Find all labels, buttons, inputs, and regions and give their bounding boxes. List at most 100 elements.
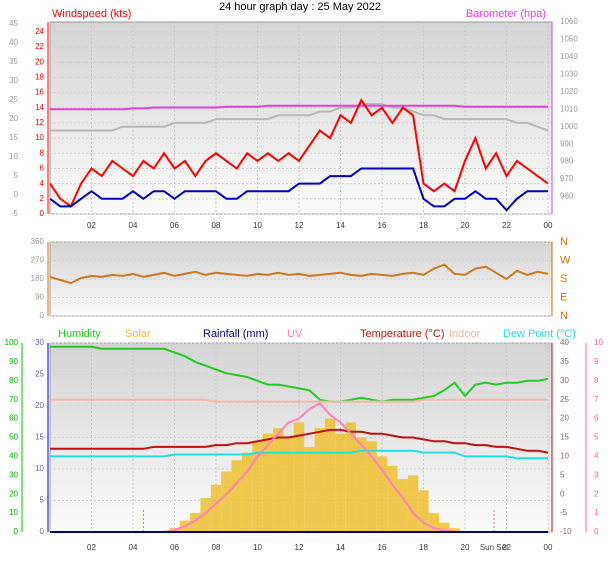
y4-tick-label: 5 [594, 433, 599, 442]
y2-tick-label: -10 [560, 527, 572, 536]
y3-tick-label: 5 [14, 171, 19, 180]
solar-bar [210, 484, 222, 532]
x-tick-label: 00 [544, 221, 553, 230]
y2-tick-label: 35 [560, 357, 569, 366]
x-tick-label: 08 [212, 221, 221, 230]
y3-tick-label: 60 [9, 414, 18, 423]
y-tick-label: 180 [31, 274, 45, 283]
y2-tick-label: 1040 [560, 52, 578, 61]
y2-tick-label: 1000 [560, 122, 578, 131]
y2-tick-label: N [560, 236, 568, 248]
x-tick-label: 06 [170, 543, 179, 552]
y-tick-label: 0 [40, 311, 45, 320]
y2-tick-label: 15 [560, 433, 569, 442]
legend-entry: Rainfall (mm) [203, 328, 268, 340]
solar-bar [262, 433, 274, 532]
y4-tick-label: 10 [594, 338, 603, 347]
legend-entry: Indoor [449, 328, 481, 340]
y3-tick-label: 15 [9, 133, 18, 142]
y2-tick-label: 10 [560, 452, 569, 461]
x-tick-label: 18 [419, 543, 428, 552]
x-tick-label: 20 [461, 543, 470, 552]
solar-bar [356, 437, 367, 532]
solar-bar [273, 428, 284, 532]
y3-tick-label: 80 [9, 376, 18, 385]
y-tick-label: 20 [35, 401, 44, 410]
y-tick-label: 270 [31, 256, 45, 265]
x-tick-label: 04 [129, 221, 138, 230]
y4-tick-label: 0 [594, 527, 599, 536]
series-line [50, 428, 549, 454]
y3-tick-label: -5 [11, 209, 19, 218]
x-tick-label: 00 [544, 543, 553, 552]
solar-bar [304, 446, 315, 532]
y4-tick-label: 8 [594, 376, 599, 385]
x-tick-label: 14 [336, 221, 345, 230]
solar-bar [428, 513, 440, 532]
series-line [50, 345, 549, 403]
y-tick-label: 2 [40, 194, 45, 203]
y4-tick-label: 3 [594, 470, 599, 479]
y2-tick-label: 40 [560, 338, 569, 347]
series-line [49, 98, 549, 208]
y-tick-label: 10 [35, 133, 44, 142]
x-tick-label: 16 [378, 221, 387, 230]
y-tick-label: 4 [40, 179, 45, 188]
x-tick-label: 20 [461, 221, 470, 230]
legend-entry: UV [287, 328, 303, 340]
solar-bar [252, 441, 263, 532]
x-tick-label: 18 [419, 221, 428, 230]
y3-tick-label: 20 [9, 489, 18, 498]
solar-bar [418, 490, 429, 532]
y4-tick-label: 4 [594, 452, 599, 461]
y2-tick-label: 1020 [560, 87, 578, 96]
x-tick-label: 02 [87, 543, 96, 552]
y3-tick-label: 45 [9, 19, 18, 28]
y-tick-label: 90 [35, 293, 44, 302]
y3-tick-label: 10 [9, 152, 18, 161]
y-tick-label: 18 [35, 73, 44, 82]
annotation: Sun Set [480, 543, 509, 552]
chart-title: 24 hour graph day : 25 May 2022 [219, 1, 381, 13]
y-tick-label: 24 [35, 27, 44, 36]
y2-tick-label: 1050 [560, 35, 578, 44]
y-tick-label: 30 [35, 338, 44, 347]
solar-bar [376, 456, 388, 532]
x-tick-label: 10 [253, 221, 262, 230]
y2-tick-label: W [560, 254, 571, 266]
y2-tick-label: 1010 [560, 104, 578, 113]
y-tick-label: 16 [35, 88, 44, 97]
legend-entry: Temperature (°C) [360, 328, 444, 340]
y3-tick-label: 25 [9, 95, 18, 104]
x-tick-label: 02 [87, 221, 96, 230]
x-tick-label: 04 [129, 543, 138, 552]
y2-tick-label: 1030 [560, 69, 578, 78]
y2-tick-label: E [560, 291, 567, 303]
y-tick-label: 15 [35, 433, 44, 442]
solar-bar [366, 441, 377, 532]
x-tick-label: 22 [502, 543, 511, 552]
solar-bar [439, 522, 450, 532]
y2-tick-label: S [560, 273, 567, 285]
y-tick-label: 360 [31, 237, 45, 246]
solar-bar [407, 475, 419, 532]
y-tick-label: 0 [40, 527, 45, 536]
y4-tick-label: 6 [594, 414, 599, 423]
y3-tick-label: 50 [9, 433, 18, 442]
y3-tick-label: 100 [5, 338, 19, 347]
y-tick-label: 12 [35, 118, 44, 127]
solar-bar [293, 422, 305, 532]
y2-tick-label: 0 [560, 489, 565, 498]
y3-tick-label: 10 [9, 508, 18, 517]
y3-tick-label: 30 [9, 76, 18, 85]
x-tick-label: 16 [378, 543, 387, 552]
y2-tick-label: N [560, 310, 568, 322]
solar-bar [335, 433, 346, 532]
legend-entry: Solar [125, 328, 151, 340]
x-tick-label: 12 [295, 543, 304, 552]
y-tick-label: 14 [35, 103, 44, 112]
y2-tick-label: 20 [560, 414, 569, 423]
solar-bar [283, 437, 294, 532]
series-line [49, 263, 549, 285]
